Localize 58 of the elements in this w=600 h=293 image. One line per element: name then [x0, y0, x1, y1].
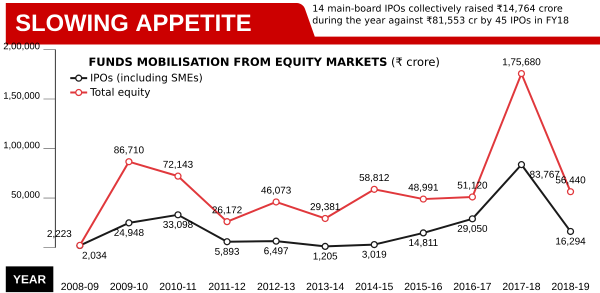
data-label: 6,497: [264, 247, 288, 256]
point: [468, 214, 476, 222]
point: [468, 193, 476, 200]
point: [518, 160, 526, 168]
data-label: 86,710: [114, 146, 144, 154]
point: [174, 210, 182, 218]
x-tick-label: 2016-17: [454, 282, 491, 290]
point: [370, 186, 378, 193]
data-label: 1,205: [314, 252, 338, 260]
legend-label: Total equity: [90, 88, 150, 98]
point: [518, 70, 526, 77]
chart-subtitle: 14 main-board IPOs collectively raised ₹14,764 crore during the year against ₹81,553 cr by 45 IPOs in FY18: [312, 4, 568, 26]
data-label: 2,034: [82, 251, 107, 260]
point: [125, 158, 133, 166]
data-label: 24,948: [114, 228, 144, 237]
y-tick-label: 50,000: [12, 190, 40, 199]
x-tick-label: 2011-12: [208, 282, 246, 290]
data-label: 16,294: [556, 237, 586, 246]
x-tick-label: 2017-18: [502, 282, 540, 290]
annotation: FUNDS MOBILISATION FROM EQUITY MARKETS (₹ crore): [90, 57, 439, 68]
point: [370, 240, 378, 248]
data-label: 5,893: [215, 248, 240, 256]
data-label: 48,991: [408, 184, 438, 192]
x-tick-label: 2018-19: [552, 282, 590, 290]
point: [223, 238, 231, 246]
data-label: 14,811: [409, 238, 438, 248]
data-label: 29,381: [310, 202, 340, 212]
point: [566, 228, 574, 235]
point: [223, 218, 231, 226]
data-label: 33,098: [163, 220, 193, 229]
x-tick-label: 2015-16: [404, 282, 442, 290]
x-tick-label: 2014-15: [356, 282, 393, 290]
point: [125, 219, 133, 226]
x-tick-label: 2013-14: [306, 282, 344, 290]
point: [322, 242, 329, 250]
x-tick-label: 2008-09: [61, 282, 98, 290]
point: [174, 172, 182, 180]
text: YEAR: [13, 274, 46, 284]
legend-label: IPOs (including SMEs): [91, 73, 202, 84]
data-label: 3,019: [362, 250, 386, 259]
point: [420, 195, 427, 202]
data-label: 72,143: [163, 160, 193, 169]
point: [272, 198, 280, 206]
data-label: 58,812: [360, 174, 389, 182]
data-label: 29,050: [458, 224, 488, 233]
data-label: 1,75,680: [502, 58, 540, 66]
x-tick-label: 2010-11: [160, 282, 196, 290]
point: [272, 237, 280, 245]
y-tick-label: 1,50,000: [4, 92, 40, 100]
y-tick-label: 2,00,000: [4, 42, 40, 50]
point: [322, 214, 329, 222]
x-tick-label: 2012-13: [258, 282, 295, 290]
chart-title: SLOWING APPETITE: [16, 14, 251, 31]
data-label: 46,073: [261, 186, 291, 195]
y-tick-label: 1,00,000: [4, 141, 40, 150]
point: [566, 188, 574, 196]
x-tick-label: 2009-10: [110, 282, 148, 290]
point: [420, 229, 427, 236]
